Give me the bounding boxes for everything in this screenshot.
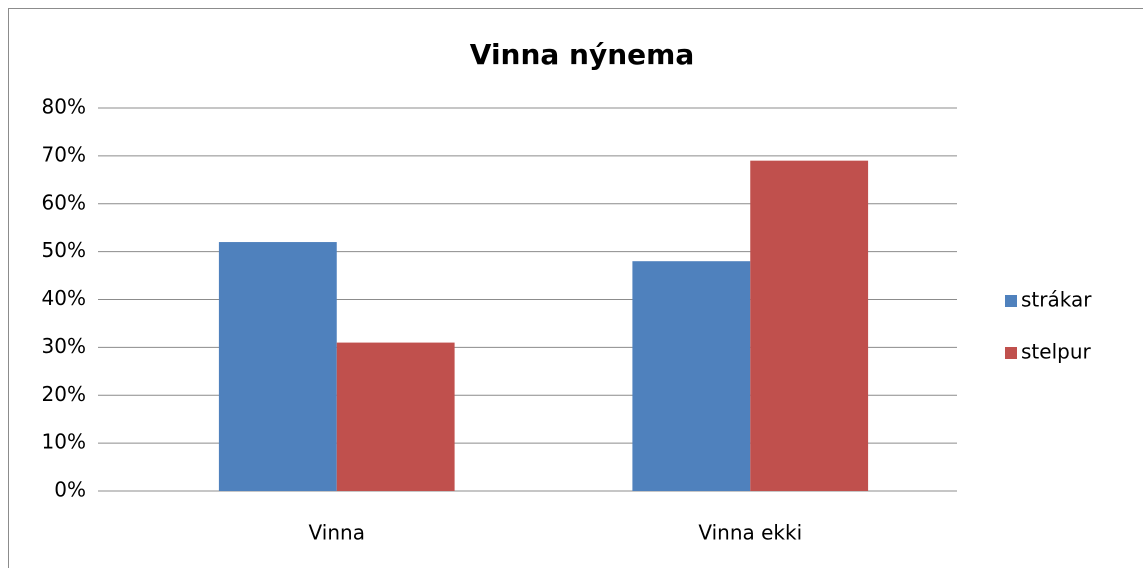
bar xyxy=(218,242,337,491)
y-tick-label: 80% xyxy=(42,95,86,119)
y-tick-label: 0% xyxy=(54,478,86,502)
y-tick-label: 10% xyxy=(42,430,86,454)
legend-swatch xyxy=(1005,347,1017,359)
chart-title: Vinna nýnema xyxy=(470,38,694,71)
chart-border xyxy=(8,8,1143,568)
y-tick-label: 50% xyxy=(42,238,86,262)
legend-label: stelpur xyxy=(1021,340,1091,364)
bar xyxy=(750,160,869,491)
legend-swatch xyxy=(1005,295,1017,307)
x-tick-label: Vinna xyxy=(309,521,365,545)
bar xyxy=(336,342,455,491)
x-tick-label: Vinna ekki xyxy=(698,521,802,545)
y-tick-label: 40% xyxy=(42,286,86,310)
legend-label: strákar xyxy=(1021,288,1092,312)
y-tick-label: 70% xyxy=(42,142,86,166)
bar xyxy=(632,261,751,491)
y-tick-label: 30% xyxy=(42,334,86,358)
y-tick-label: 60% xyxy=(42,190,86,214)
y-tick-label: 20% xyxy=(42,382,86,406)
